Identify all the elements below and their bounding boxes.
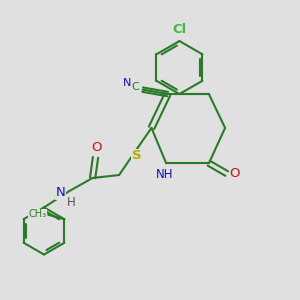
Text: O: O xyxy=(230,167,240,180)
Text: CH₃: CH₃ xyxy=(28,209,47,219)
Text: C: C xyxy=(131,82,139,92)
Text: O: O xyxy=(91,141,101,154)
Text: N: N xyxy=(123,78,131,88)
Text: Cl: Cl xyxy=(172,23,187,36)
Text: N: N xyxy=(56,186,66,199)
Text: S: S xyxy=(132,149,142,162)
Text: H: H xyxy=(67,196,76,209)
Text: NH: NH xyxy=(156,168,173,181)
